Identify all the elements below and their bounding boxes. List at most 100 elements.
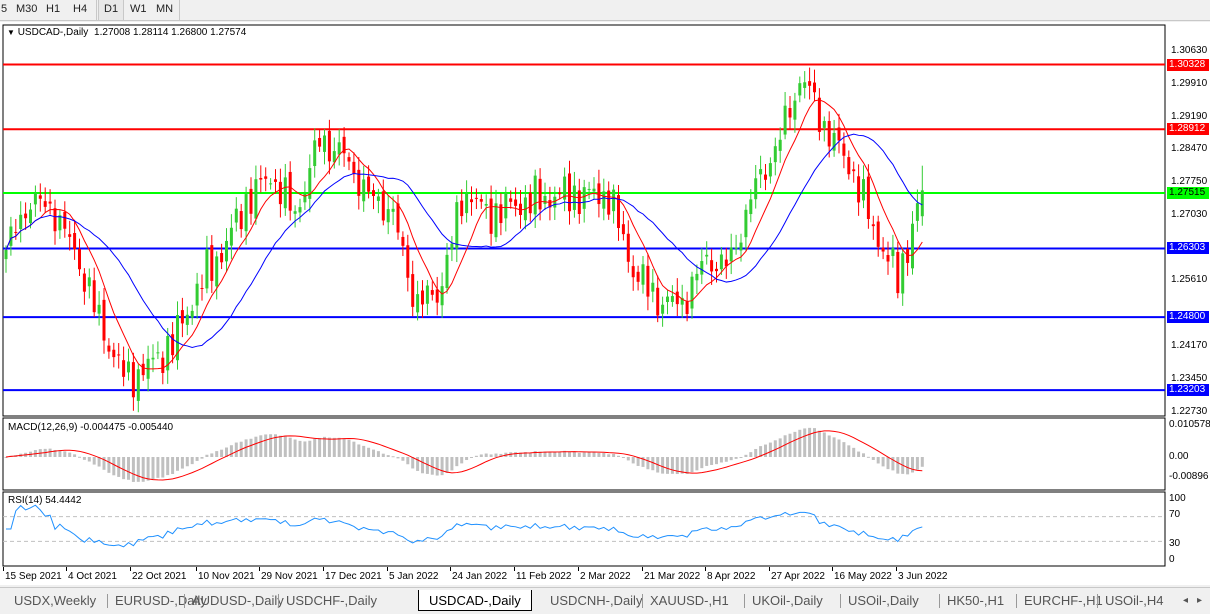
main-panel-frame — [2, 24, 1166, 417]
bull-candle — [612, 189, 616, 212]
level-price-label: 1.23203 — [1167, 384, 1209, 397]
chart-tab[interactable]: USDCHF-,Daily — [286, 593, 377, 608]
macd-histogram-bar — [631, 457, 635, 464]
bear-candle — [352, 161, 356, 175]
macd-histogram-bar — [278, 435, 282, 457]
macd-tick: 0.00 — [1169, 451, 1189, 462]
bull-candle — [901, 253, 905, 294]
timeframe-h1[interactable]: H1 — [46, 3, 61, 15]
macd-histogram-bar — [298, 440, 302, 457]
tab-divider — [840, 594, 841, 608]
chart-tab[interactable]: USOil-,Daily — [848, 593, 919, 608]
time-tick — [130, 567, 131, 571]
macd-histogram-bar — [131, 457, 135, 482]
macd-histogram-bar — [396, 457, 400, 459]
bear-candle — [577, 190, 581, 215]
bear-candle — [38, 195, 42, 199]
macd-histogram-bar — [470, 457, 473, 458]
tab-scroll-left-icon[interactable]: ◂ — [1183, 595, 1189, 606]
macd-histogram-bar — [773, 440, 777, 457]
bull-candle — [185, 314, 189, 325]
macd-histogram-bar — [264, 434, 268, 457]
chart-tab[interactable]: EURUSD-,Daily — [115, 593, 207, 608]
macd-histogram-bar — [78, 456, 81, 458]
bear-candle — [715, 268, 718, 272]
macd-histogram-bar — [813, 428, 816, 457]
bull-candle — [391, 208, 395, 212]
macd-histogram-bar — [465, 457, 469, 461]
macd-histogram-bar — [715, 457, 718, 465]
timeframe-mn[interactable]: MN — [156, 3, 174, 15]
time-label: 8 Apr 2022 — [707, 571, 756, 582]
macd-histogram-bar — [749, 452, 753, 457]
timeframe-d1[interactable]: D1 — [98, 0, 125, 21]
macd-histogram-bar — [857, 451, 861, 457]
bull-candle — [602, 191, 606, 209]
bull-candle — [749, 199, 753, 215]
bull-candle — [166, 336, 170, 371]
timeframe-toolbar: 5 M30 H1 H4 D1 W1 MN — [0, 0, 1210, 21]
bull-candle — [298, 207, 302, 213]
chart-tab[interactable]: USDCNH-,Daily — [550, 593, 643, 608]
timeframe-m5[interactable]: 5 — [1, 3, 8, 15]
chart-tab[interactable]: AUDUSD-,Daily — [192, 593, 284, 608]
time-label: 27 Apr 2022 — [771, 571, 825, 582]
tab-scroll-right-icon[interactable]: ▸ — [1197, 595, 1203, 606]
time-tick — [450, 567, 451, 571]
macd-title: MACD(12,26,9) -0.004475 -0.005440 — [8, 422, 174, 433]
chart-tab[interactable]: USDX,Weekly — [14, 593, 97, 608]
chart-tab[interactable]: UKOil-,Daily — [752, 593, 823, 608]
bear-candle — [788, 108, 792, 118]
bear-candle — [14, 231, 18, 233]
bull-candle — [641, 264, 645, 285]
bear-candle — [68, 234, 72, 237]
low-value: 1.26800 — [171, 27, 208, 38]
bear-candle — [264, 176, 268, 179]
chart-tab[interactable]: USDCAD-,Daily — [418, 590, 532, 611]
chart-window[interactable]: ▼ USDCAD-,Daily 1.27008 1.28114 1.26800 … — [0, 22, 1210, 567]
macd-histogram-bar — [871, 457, 875, 460]
level-price-label: 1.30328 — [1167, 58, 1209, 71]
price-tick: 1.25610 — [1171, 274, 1208, 286]
chart-tab[interactable]: USOil-,H4 — [1105, 593, 1164, 608]
tab-divider — [278, 594, 279, 608]
macd-histogram-bar — [421, 457, 424, 474]
bull-candle — [323, 135, 326, 152]
macd-histogram-bar — [768, 442, 772, 457]
chart-tab[interactable]: XAUUSD-,H1 — [650, 593, 729, 608]
price-chart[interactable] — [0, 22, 1210, 567]
timeframe-m30[interactable]: M30 — [16, 3, 38, 15]
bull-candle — [234, 208, 238, 223]
macd-histogram-bar — [641, 457, 645, 467]
time-tick — [769, 567, 770, 571]
chart-tab[interactable]: HK50-,H1 — [947, 593, 1005, 608]
chart-tab[interactable]: EURCHF-,H1 — [1024, 593, 1103, 608]
macd-histogram-bar — [817, 430, 821, 457]
macd-histogram-bar — [68, 452, 72, 457]
macd-histogram-bar — [607, 454, 611, 457]
time-label: 10 Nov 2021 — [198, 571, 255, 582]
timeframe-w1[interactable]: W1 — [130, 3, 147, 15]
macd-histogram-bar — [171, 457, 175, 474]
macd-histogram-bar — [862, 453, 865, 457]
timeframe-h4[interactable]: H4 — [73, 3, 88, 15]
bull-candle — [303, 193, 307, 203]
macd-histogram-bar — [73, 454, 77, 457]
bull-candle — [9, 226, 13, 246]
macd-histogram-bar — [661, 457, 665, 474]
bull-candle — [87, 277, 91, 287]
bull-candle — [445, 254, 449, 288]
bull-candle — [195, 283, 199, 306]
macd-histogram-bar — [244, 439, 248, 457]
collapse-triangle-icon[interactable]: ▼ — [7, 28, 15, 37]
price-tick: 1.28470 — [1171, 143, 1208, 155]
time-tick — [578, 567, 579, 571]
bear-candle — [827, 120, 831, 147]
macd-histogram-bar — [876, 457, 880, 464]
level-price-label: 1.27515 — [1167, 187, 1209, 200]
bull-candle — [4, 249, 8, 260]
bear-candle — [871, 224, 875, 227]
bear-candle — [406, 245, 410, 278]
bull-candle — [690, 276, 694, 309]
bull-candle — [205, 249, 209, 289]
